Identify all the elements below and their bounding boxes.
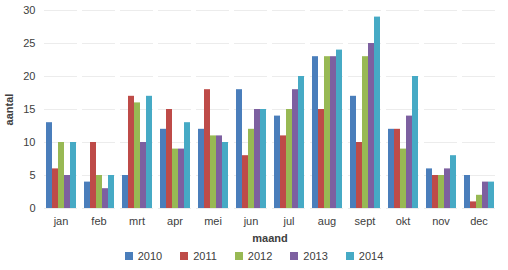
svg-text:5: 5 <box>29 169 35 181</box>
svg-text:jun: jun <box>243 215 259 227</box>
html-text:2011: 2011 <box>193 250 217 262</box>
svg-text:aug: aug <box>318 215 336 227</box>
svg-text:apr: apr <box>167 215 183 227</box>
svg-text:jan: jan <box>53 215 69 227</box>
svg-text:mrt: mrt <box>129 215 145 227</box>
svg-text:nov: nov <box>432 215 450 227</box>
html-text:2010: 2010 <box>137 250 163 262</box>
svg-text:10: 10 <box>23 136 35 148</box>
svg-text:mei: mei <box>204 215 222 227</box>
svg-text:25: 25 <box>23 37 35 49</box>
svg-text:okt: okt <box>396 215 411 227</box>
html-text:2012: 2012 <box>247 250 273 262</box>
svg-text:0: 0 <box>29 202 35 214</box>
html-text:2013: 2013 <box>303 250 328 262</box>
svg-text:aantal: aantal <box>3 94 15 126</box>
svg-text:dec: dec <box>470 215 488 227</box>
svg-text:maand: maand <box>252 232 287 244</box>
svg-text:sept: sept <box>355 215 376 227</box>
svg-text:30: 30 <box>23 4 35 16</box>
svg-text:jul: jul <box>282 215 294 227</box>
html-text:2014: 2014 <box>358 250 384 262</box>
svg-text:15: 15 <box>23 103 35 115</box>
svg-text:feb: feb <box>91 215 106 227</box>
svg-text:20: 20 <box>23 70 35 82</box>
